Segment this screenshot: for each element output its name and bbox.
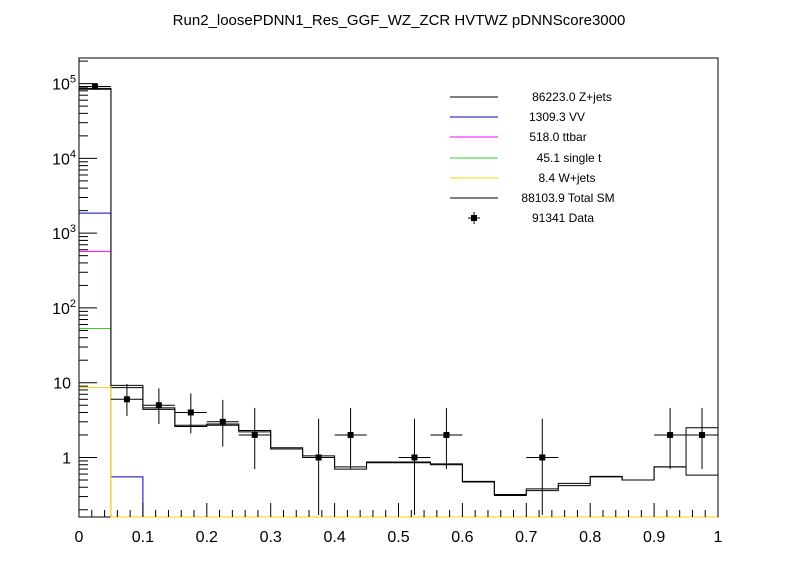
- data-point: [110, 384, 143, 416]
- data-point: [430, 407, 463, 470]
- y-tick-label: 104: [52, 148, 76, 168]
- legend-label-wjets: 8.4 W+jets: [538, 171, 595, 185]
- data-point-marker: [539, 454, 546, 461]
- data-point-marker: [347, 431, 354, 438]
- data-point-marker: [667, 431, 674, 438]
- data-point: [654, 407, 687, 470]
- plot-frame: [78, 57, 719, 518]
- data-point-marker: [91, 83, 98, 90]
- axes-layer: 0 0.1 0.2 0.3 0.4 0.5 0.6 0.7 0.8 0.9 1 1 10 102 103 10…: [52, 60, 723, 546]
- legend-label-zjets: 86223.0 Z+jets: [532, 90, 612, 104]
- legend-label-single-t: 45.1 single t: [537, 151, 602, 165]
- data-point: [206, 399, 239, 447]
- histogram-series-layer: [78, 87, 719, 518]
- series-total-sm-line: [78, 87, 719, 517]
- chart-title: Run2_loosePDNN1_Res_GGF_WZ_ZCR HVTWZ pDN…: [173, 12, 626, 29]
- legend: 86223.0 Z+jets 1309.3 VV 518.0 ttbar 45.…: [450, 90, 615, 225]
- x-tick-label: 1: [714, 529, 723, 546]
- x-tick-label: 0.4: [323, 529, 345, 546]
- data-point: [238, 407, 271, 470]
- data-point: [334, 407, 367, 470]
- x-tick-label: 0.8: [579, 529, 601, 546]
- data-point: [398, 418, 431, 516]
- x-tick-label: 0.1: [132, 529, 154, 546]
- series-w-jets-line: [78, 387, 718, 518]
- data-point: [174, 393, 207, 434]
- x-tick-label: 0.6: [451, 529, 473, 546]
- data-point: [142, 388, 175, 425]
- y-tick-label: 10: [53, 376, 71, 393]
- data-points-layer: [79, 83, 718, 516]
- x-tick-label: 0.2: [196, 529, 218, 546]
- data-point: [686, 407, 718, 470]
- x-tick-label: 0.5: [387, 529, 409, 546]
- y-tick-label: 105: [52, 74, 76, 94]
- data-point-marker: [123, 396, 130, 403]
- data-point-marker: [155, 402, 162, 409]
- data-point-marker: [187, 409, 194, 416]
- data-point: [302, 418, 335, 516]
- y-tick-label: 1: [62, 450, 71, 467]
- data-point-marker: [443, 431, 450, 438]
- data-point-marker: [411, 454, 418, 461]
- data-point-marker: [219, 418, 226, 425]
- legend-label-data: 91341 Data: [532, 211, 594, 225]
- x-tick-label: 0: [75, 529, 84, 546]
- data-point-marker: [315, 454, 322, 461]
- legend-label-vv: 1309.3 VV: [529, 110, 585, 124]
- data-point-marker: [251, 431, 258, 438]
- x-tick-label: 0.3: [260, 529, 282, 546]
- y-tick-label: 103: [52, 223, 76, 243]
- data-point: [526, 418, 559, 516]
- y-tick-label: 102: [52, 298, 76, 318]
- legend-swatch-data: [468, 212, 480, 224]
- data-point-marker: [699, 431, 706, 438]
- legend-label-ttbar: 518.0 ttbar: [529, 130, 586, 144]
- legend-label-total-sm: 88103.9 Total SM: [521, 191, 614, 205]
- x-tick-label: 0.9: [643, 529, 665, 546]
- x-tick-label: 0.7: [515, 529, 537, 546]
